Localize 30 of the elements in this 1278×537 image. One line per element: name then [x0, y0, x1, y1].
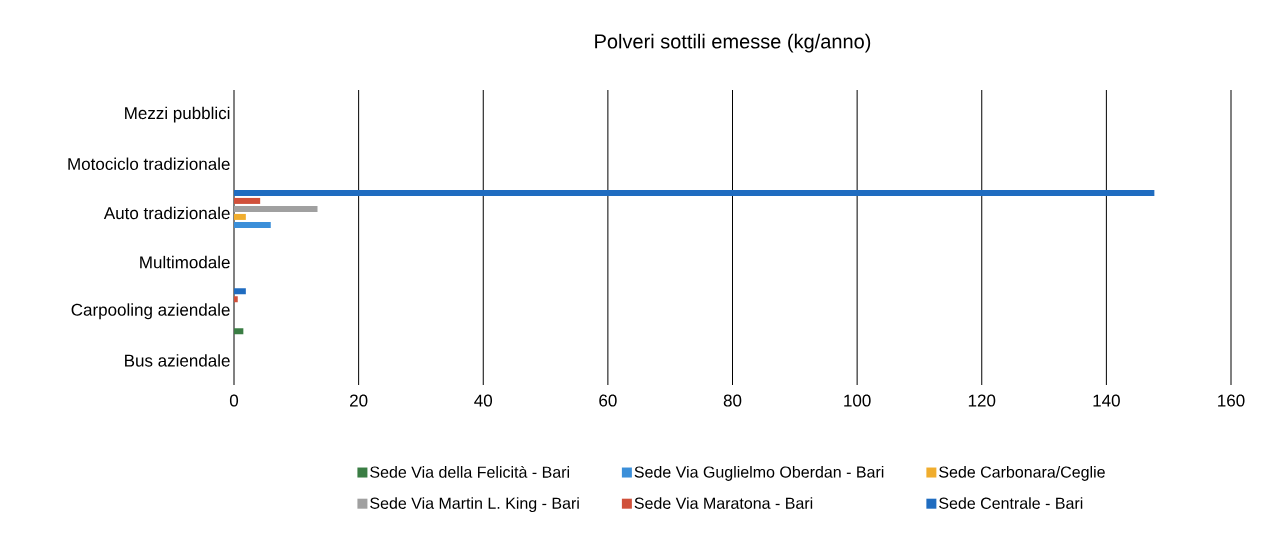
bar — [234, 288, 246, 295]
x-tick-label: 160 — [1218, 394, 1245, 407]
x-tick-label: 120 — [968, 394, 996, 407]
y-tick-label: Bus aziendale — [125, 354, 230, 367]
legend-label: Sede Via della Felicità - Bari — [370, 465, 569, 478]
x-tick-label: 60 — [599, 394, 617, 407]
legend-label: Sede Centrale - Bari — [939, 497, 1083, 509]
y-tick-label: Multimodale — [140, 255, 230, 269]
legend-label: Sede Via Martin L. King - Bari — [370, 497, 579, 513]
x-tick-label: 140 — [1093, 394, 1120, 407]
legend-label: Sede Carbonara/Ceglie — [939, 465, 1105, 481]
legend-label: Sede Via Maratona - Bari — [634, 497, 813, 509]
x-tick-label: 100 — [844, 394, 871, 407]
bar — [234, 189, 1155, 196]
bar — [234, 221, 271, 228]
bar — [234, 328, 244, 335]
legend-label: Sede Via Guglielmo Oberdan - Bari — [634, 465, 884, 481]
bar — [234, 205, 318, 212]
chart-title: Polveri sottili emesse (kg/anno) — [595, 33, 871, 53]
y-tick-label: Mezzi pubblici — [125, 106, 230, 123]
y-tick-label: Auto tradizionale — [103, 206, 230, 220]
x-tick-label: 20 — [350, 394, 368, 407]
x-tick-label: 0 — [229, 394, 239, 407]
x-tick-label: 80 — [723, 394, 742, 407]
bar — [234, 296, 238, 303]
y-tick-label: Carpooling aziendale — [71, 303, 230, 320]
bar — [234, 213, 246, 220]
x-tick-label: 40 — [474, 394, 493, 407]
y-tick-label: Motociclo tradizionale — [68, 157, 230, 170]
bar — [234, 197, 261, 204]
